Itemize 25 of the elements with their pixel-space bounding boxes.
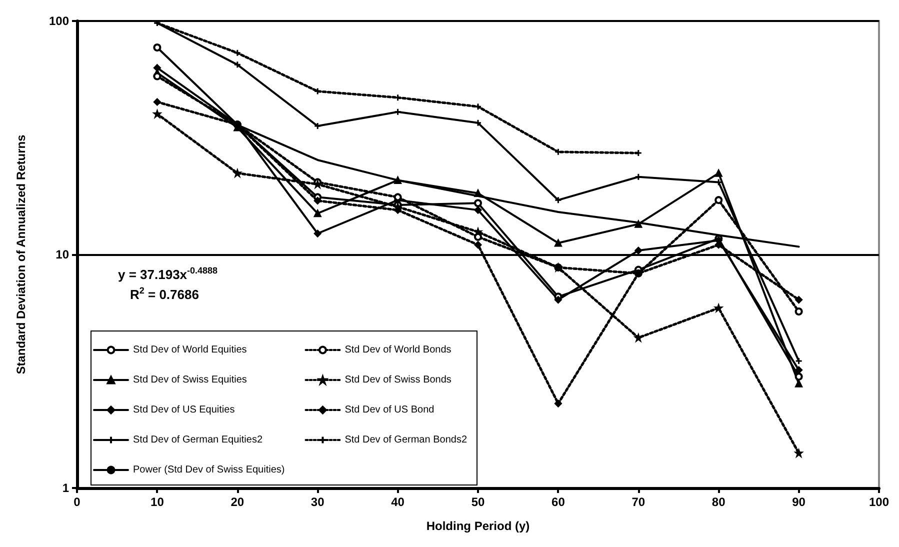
legend-label: Std Dev of German Equities2: [133, 434, 263, 446]
y-tick-label: 10: [56, 248, 70, 262]
x-tick-label: 40: [391, 495, 405, 509]
x-tick-label: 30: [310, 495, 325, 509]
x-tick-label: 90: [792, 495, 806, 509]
legend-label: Std Dev of Swiss Bonds: [344, 374, 452, 386]
y-tick-label: 1: [62, 481, 70, 495]
legend-label: Std Dev of US Bond: [344, 404, 434, 416]
x-tick-label: 80: [712, 495, 726, 509]
x-tick-label: 70: [632, 495, 646, 509]
x-tick-label: 100: [868, 495, 890, 509]
x-tick-label: 10: [150, 495, 164, 509]
y-axis-title: Standard Deviation of Annualized Returns: [14, 134, 28, 374]
legend-label: Std Dev of US Equities: [133, 404, 235, 416]
x-tick-label: 20: [230, 495, 244, 509]
legend-label: Std Dev of Swiss Equities: [133, 374, 247, 386]
legend-label: Power (Std Dev of Swiss Equities): [133, 464, 285, 476]
x-tick-label: 60: [552, 495, 566, 509]
y-tick-label: 100: [48, 14, 70, 28]
x-tick-label: 0: [74, 495, 81, 509]
legend-label: Std Dev of World Equities: [133, 344, 247, 356]
legend-label: Std Dev of German Bonds2: [344, 434, 468, 446]
x-axis-title: Holding Period (y): [426, 519, 530, 533]
x-tick-label: 50: [471, 495, 485, 509]
legend-label: Std Dev of World Bonds: [344, 344, 452, 356]
